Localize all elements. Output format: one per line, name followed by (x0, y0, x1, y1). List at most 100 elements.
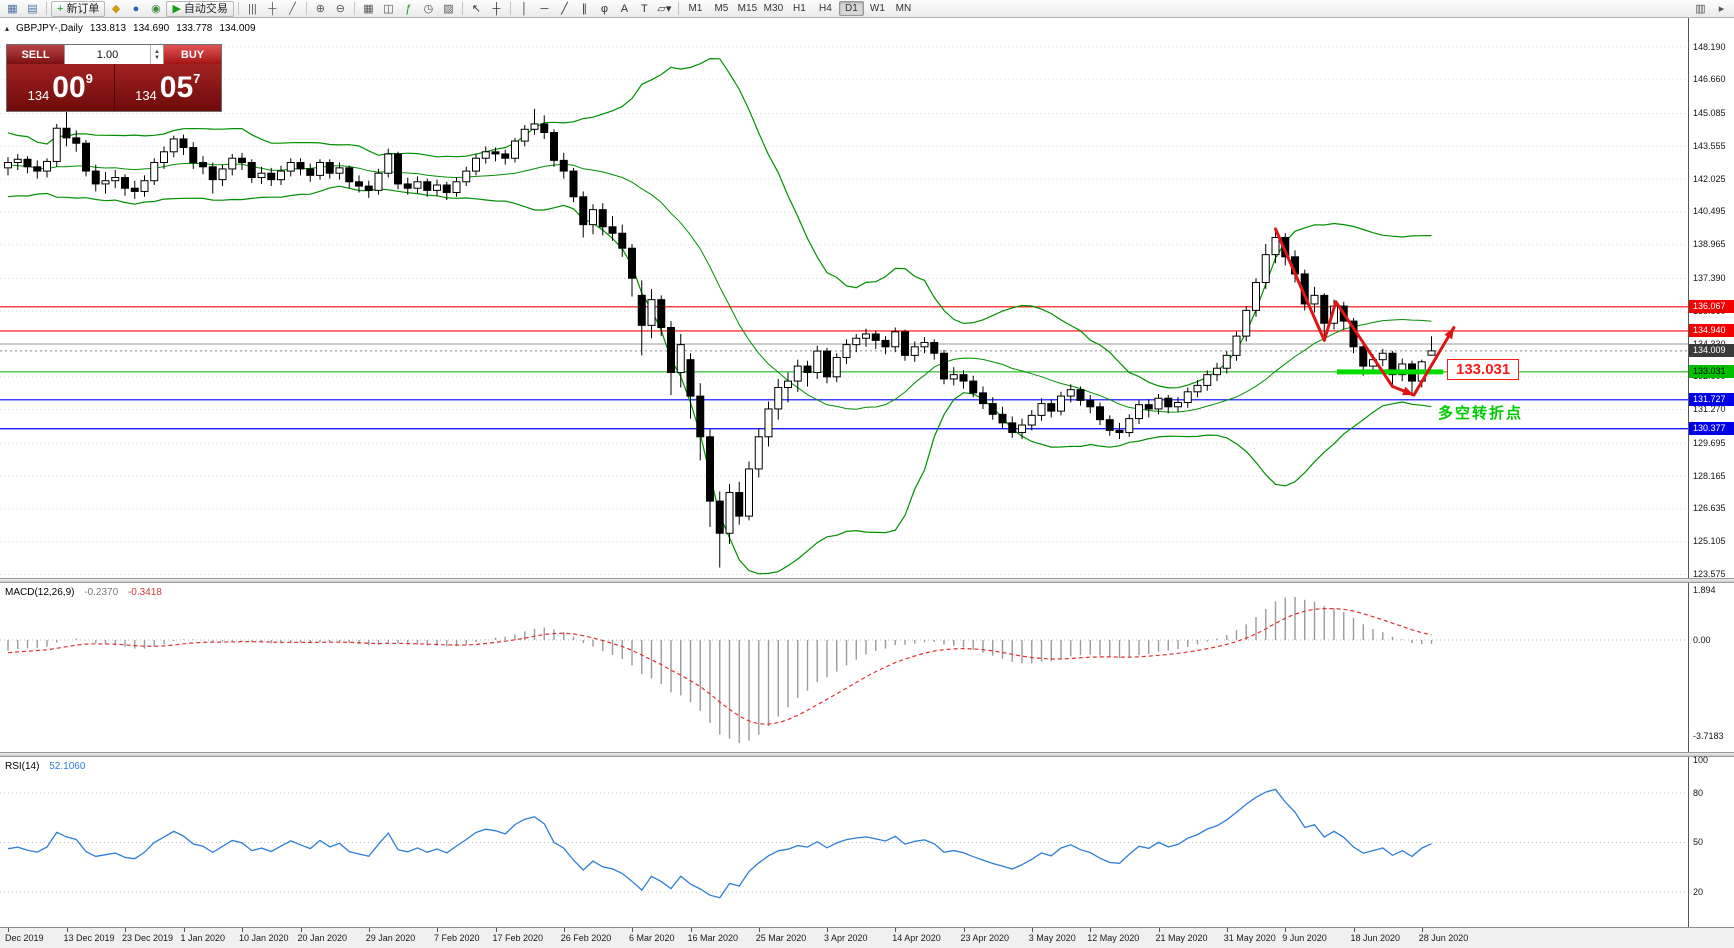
tile-windows-icon[interactable]: ▦ (359, 1, 378, 17)
time-label: 17 Feb 2020 (492, 933, 544, 943)
scale-label: 145.085 (1693, 108, 1726, 119)
fibonacci-icon[interactable]: φ (595, 1, 614, 17)
buy-button[interactable]: BUY (164, 45, 221, 64)
timeframe-h4[interactable]: H4 (819, 3, 832, 14)
time-axis[interactable]: Dec 2019 13 Dec 2019 23 Dec 2019 1 Jan 2020… (0, 927, 1734, 948)
tile-windows-icon: ▦ (363, 2, 374, 15)
rsi-indicator-label: RSI(14) 52.1060 (5, 761, 85, 772)
horizontal-line-icon[interactable]: ─ (535, 1, 554, 17)
panel-separator-rsi[interactable] (0, 752, 1734, 757)
toolbar-separator (509, 2, 511, 15)
price-scale[interactable]: 148.190 146.660 145.085 143.555 142.025 140.4… (1689, 18, 1734, 927)
one-click-trading-panel: SELL 1.00 ▲ ▼ BUY 134 00 9 134 05 7 (6, 44, 222, 112)
cursor-icon: ↖ (471, 2, 482, 15)
vertical-line-icon[interactable]: │ (515, 1, 534, 17)
line-chart-icon[interactable]: ╱ (283, 1, 302, 17)
data-window-icon: ● (132, 2, 140, 15)
cascade-windows-icon[interactable]: ◫ (379, 1, 398, 17)
volume-field[interactable]: 1.00 ▲ ▼ (64, 45, 164, 64)
text-icon: A (620, 2, 629, 15)
scale-label: 100 (1693, 754, 1709, 765)
time-label: 28 Jun 2020 (1418, 933, 1469, 943)
timeframe-m30[interactable]: M30 (763, 3, 784, 14)
symbol-marker-icon: ▴ (5, 24, 10, 33)
chart-drawings[interactable] (1274, 227, 1458, 399)
crosshair-icon[interactable]: ┼ (487, 1, 506, 17)
spin-up-icon[interactable]: ▲ (154, 48, 160, 55)
timeframe-m15[interactable]: M15 (737, 3, 758, 14)
time-label: 10 Jan 2020 (239, 933, 289, 943)
price-badge: 136.067 (1689, 300, 1734, 314)
timeframe-h1[interactable]: H1 (793, 3, 806, 14)
timeframe-w1[interactable]: W1 (869, 3, 885, 14)
spin-down-icon[interactable]: ▼ (154, 54, 160, 61)
new-order-button[interactable]: + 新订单 (51, 0, 106, 17)
buy-price[interactable]: 134 05 7 (114, 64, 221, 111)
data-window-icon[interactable]: ● (126, 1, 145, 17)
time-tick (8, 928, 9, 932)
zoom-out-icon[interactable]: ⊖ (331, 1, 350, 17)
sell-price[interactable]: 134 00 9 (7, 64, 115, 111)
toolbar-separator (237, 2, 239, 15)
symbol-title: GBPJPY-,Daily (16, 23, 83, 34)
periods-icon[interactable]: ◷ (419, 1, 438, 17)
timeframe-m5[interactable]: M5 (714, 3, 729, 14)
cascade-windows-icon: ◫ (383, 2, 394, 15)
level-lines[interactable] (0, 306, 1688, 430)
shapes-icon[interactable]: ▱▾ (655, 1, 674, 17)
terminal-icon[interactable]: ◉ (146, 1, 165, 17)
fibonacci-icon: φ (600, 2, 608, 15)
time-tick (495, 928, 497, 932)
channel-icon: ∥ (581, 2, 588, 15)
support-price-label[interactable]: 133.031 (1447, 359, 1520, 380)
time-label: 23 Dec 2019 (122, 933, 174, 943)
volume-spinner[interactable]: ▲ ▼ (150, 45, 163, 64)
time-tick (242, 928, 243, 932)
periods-icon: ◷ (423, 2, 434, 15)
templates-icon[interactable]: ▨ (439, 1, 458, 17)
bar-chart-icon[interactable]: ||| (243, 1, 262, 17)
scale-label: -3.7183 (1693, 731, 1724, 742)
time-label: 14 Apr 2020 (892, 933, 941, 943)
time-label: Dec 2019 (5, 933, 44, 943)
scale-label: 134.330 (1689, 338, 1726, 351)
time-label: 20 Jan 2020 (297, 933, 348, 943)
time-tick (690, 928, 692, 932)
indicators-icon[interactable]: ƒ (399, 1, 418, 17)
candlestick-chart-icon[interactable]: ┼ (263, 1, 282, 17)
timeframe-mn[interactable]: MN (895, 3, 912, 14)
new-chart-icon[interactable]: ▦ (3, 1, 22, 17)
label-icon: T (641, 2, 648, 15)
autotrading-button[interactable]: ▶ 自动交易 (166, 0, 234, 17)
toolbar-right-icons: ▥ ▸ (1691, 1, 1731, 17)
time-label: 3 May 2020 (1028, 933, 1076, 943)
time-tick (1031, 928, 1033, 932)
zoom-in-icon[interactable]: ⊕ (311, 1, 330, 17)
text-icon[interactable]: A (615, 1, 634, 17)
macd-plot (0, 596, 1688, 744)
profiles-icon[interactable]: ▤ (23, 1, 42, 17)
timeframe-m1[interactable]: M1 (688, 3, 703, 14)
market-watch-icon[interactable]: ◆ (106, 1, 125, 17)
timeframe-d1[interactable]: D1 (838, 1, 864, 16)
scale-label: 138.965 (1693, 239, 1726, 250)
trendline-icon[interactable]: ╱ (555, 1, 574, 17)
toolbar-separator (46, 2, 47, 15)
time-tick (437, 928, 438, 932)
chart-shift-icon[interactable]: ▥ (1691, 1, 1710, 17)
horizontal-line-icon: ─ (540, 2, 549, 15)
time-label: 9 Jun 2020 (1282, 933, 1327, 943)
time-label: 7 Feb 2020 (434, 933, 480, 943)
panel-separator-macd[interactable] (0, 578, 1734, 583)
time-label: 12 May 2020 (1087, 933, 1140, 943)
cursor-icon[interactable]: ↖ (467, 1, 486, 17)
sell-button[interactable]: SELL (7, 45, 64, 64)
label-icon[interactable]: T (635, 1, 654, 17)
time-label: 25 Mar 2020 (755, 933, 807, 943)
chart-autoscroll-icon[interactable]: ▸ (1712, 1, 1731, 17)
scale-label: 0.00 (1693, 634, 1711, 645)
time-label: 26 Feb 2020 (560, 933, 612, 943)
turning-point-label[interactable]: 多空转折点 (1438, 405, 1524, 422)
channel-icon[interactable]: ∥ (575, 1, 594, 17)
